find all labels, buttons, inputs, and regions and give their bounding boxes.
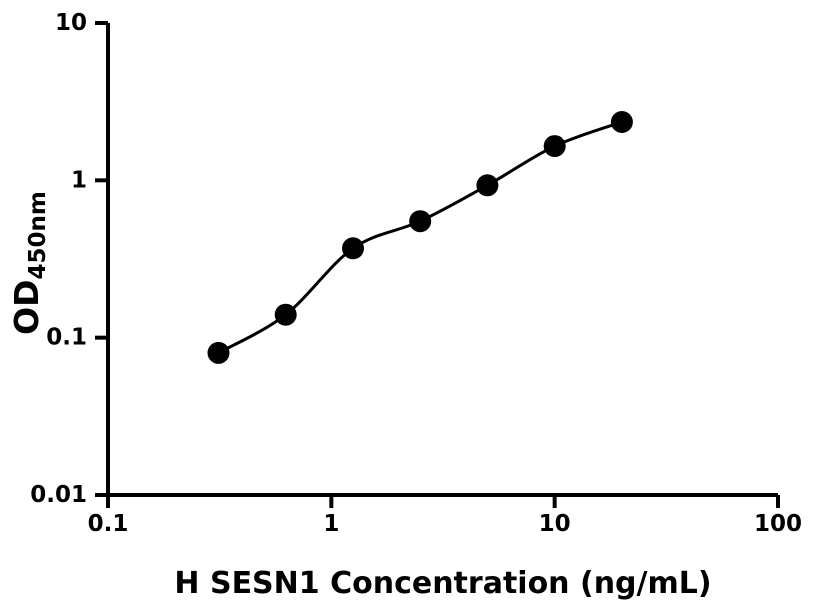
y-axis-tick-label: 1	[71, 167, 87, 193]
y-axis-title-main: OD	[7, 279, 46, 334]
x-axis-tick-label: 0.1	[88, 511, 129, 537]
data-point	[409, 210, 432, 233]
y-axis-tick-label: 10	[55, 10, 87, 36]
data-point	[543, 135, 566, 158]
data-point	[476, 174, 499, 197]
data-point	[610, 111, 633, 133]
y-axis-tick-label: 0.1	[46, 325, 87, 351]
y-axis-tick-label: 0.01	[30, 482, 87, 508]
y-axis-title-subscript: 450nm	[25, 191, 51, 279]
data-point	[342, 237, 364, 260]
data-point	[207, 341, 230, 364]
x-axis-title: H SESN1 Concentration (ng/mL)	[174, 566, 711, 601]
x-axis-tick-label: 100	[754, 511, 802, 537]
axis-spines	[106, 23, 778, 497]
x-axis-tick-label: 1	[323, 511, 339, 537]
y-axis-title: OD450nm	[7, 191, 51, 335]
x-axis-tick-label: 10	[539, 511, 571, 537]
data-point	[274, 303, 297, 326]
